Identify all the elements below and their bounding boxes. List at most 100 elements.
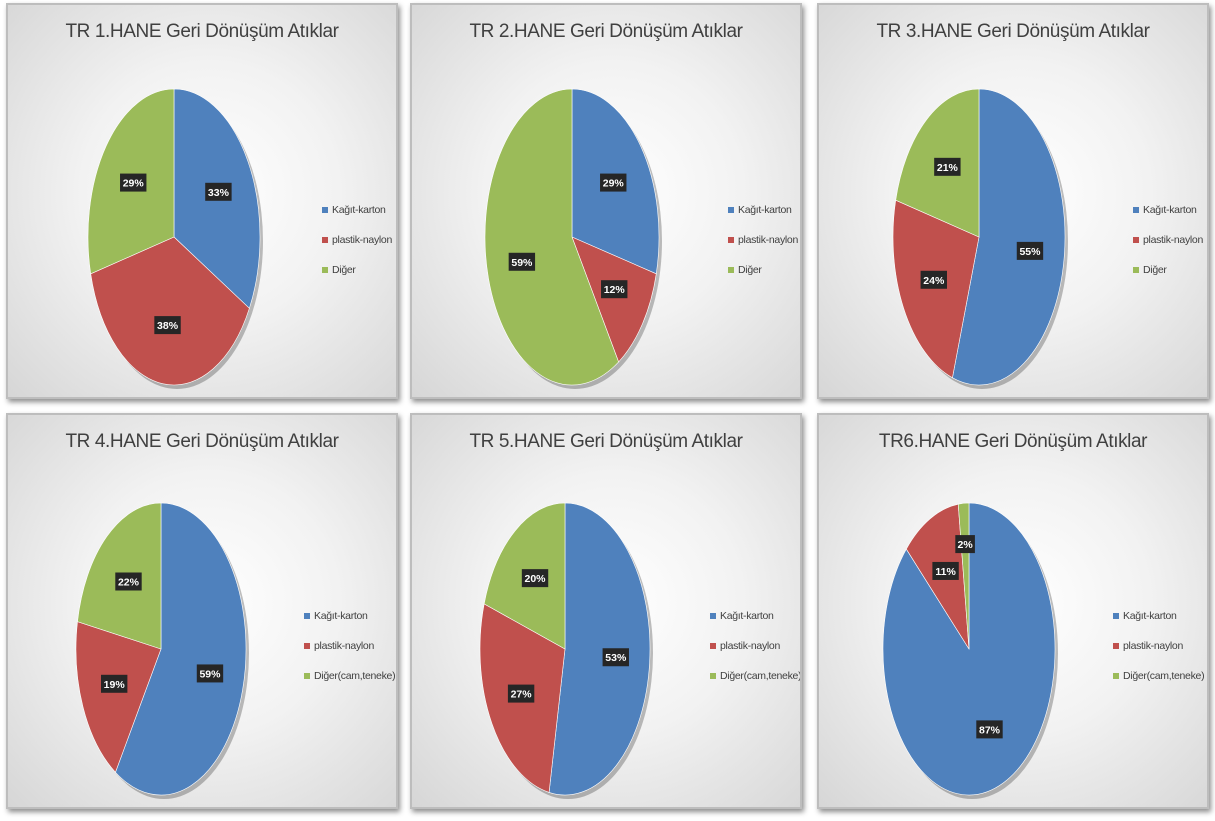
pie-slice-plastik-naylon bbox=[571, 236, 657, 363]
legend-swatch bbox=[304, 673, 310, 679]
chart-title-4: TR 4.HANE Geri Dönüşüm Atıklar bbox=[65, 431, 339, 452]
data-label-box bbox=[507, 684, 535, 703]
legend-item-diger: Diğer(cam,teneke) bbox=[710, 661, 802, 691]
legend-label: plastik-naylon bbox=[1123, 640, 1183, 652]
data-label-box bbox=[934, 157, 961, 176]
legend-label: plastik-naylon bbox=[1143, 234, 1203, 246]
data-label-box bbox=[601, 280, 628, 299]
data-label-box bbox=[196, 664, 224, 683]
legend-label: Kağıt-karton bbox=[738, 204, 792, 216]
legend-label: Diğer bbox=[332, 264, 356, 276]
data-label: 53% bbox=[605, 652, 627, 664]
chart-panel-5: 53% 27% 20% TR 5.HANE Geri Dönüşüm Atıklar… bbox=[410, 413, 802, 809]
legend-item-diger: Diğer bbox=[728, 255, 798, 285]
legend-item-diger: Diğer(cam,teneke) bbox=[304, 661, 396, 691]
pie-chart-6: 87% 11% 2% bbox=[882, 502, 1058, 799]
legend-label: Diğer bbox=[1143, 264, 1167, 276]
chart-panel-3: 55% 24% 21% TR 3.HANE Geri Dönüşüm Atıklar… bbox=[817, 3, 1209, 399]
pie-slice-diger bbox=[484, 88, 619, 386]
chart-title-1: TR 1.HANE Geri Dönüşüm Atıklar bbox=[65, 21, 339, 42]
legend-swatch bbox=[728, 207, 734, 213]
pie-slice-kagit-karton bbox=[115, 502, 247, 796]
data-label: 59% bbox=[199, 668, 221, 680]
data-label: 33% bbox=[208, 187, 230, 199]
data-label-box bbox=[932, 561, 959, 580]
chart-title-3: TR 3.HANE Geri Dönüşüm Atıklar bbox=[876, 21, 1150, 42]
legend-swatch bbox=[322, 267, 328, 273]
data-label-box bbox=[120, 173, 147, 192]
data-label-box bbox=[600, 173, 627, 192]
chart-panel-4: 59% 19% 22% TR 4.HANE Geri Dönüşüm Atıklar… bbox=[6, 413, 398, 809]
data-label-box bbox=[521, 569, 549, 588]
legend-swatch bbox=[710, 643, 716, 649]
data-label: 19% bbox=[104, 679, 126, 691]
pie-chart-3: 55% 24% 21% bbox=[892, 88, 1068, 389]
legend-item-plastik-naylon: plastik-naylon bbox=[710, 631, 800, 661]
data-label: 2% bbox=[958, 539, 974, 551]
chart-panel-2: 29% 12% 59% TR 2.HANE Geri Dönüşüm Atıklar… bbox=[410, 3, 802, 399]
legend-5: Kağıt-karton plastik-naylon Diğer(cam,te… bbox=[710, 601, 802, 691]
pie-slice-kagit-karton bbox=[952, 88, 1066, 386]
data-label-box bbox=[976, 720, 1003, 739]
legend-swatch bbox=[322, 207, 328, 213]
legend-swatch bbox=[1133, 267, 1139, 273]
legend-item-diger: Diğer bbox=[1133, 255, 1203, 285]
data-label-box bbox=[1016, 241, 1044, 260]
legend-swatch bbox=[710, 613, 716, 619]
legend-label: Diğer bbox=[738, 264, 762, 276]
legend-item-plastik-naylon: plastik-naylon bbox=[304, 631, 395, 661]
data-label-box bbox=[154, 316, 181, 335]
legend-swatch bbox=[1133, 237, 1139, 243]
legend-label: plastik-naylon bbox=[332, 234, 392, 246]
legend-label: Kağıt-karton bbox=[720, 610, 774, 622]
pie-chart-2: 29% 12% 59% bbox=[484, 88, 662, 389]
legend-2: Kağıt-karton plastik-naylon Diğer bbox=[728, 195, 798, 285]
data-label: 87% bbox=[979, 724, 1001, 736]
legend-label: Diğer(cam,teneke) bbox=[314, 670, 396, 682]
legend-label: Kağıt-karton bbox=[1143, 204, 1197, 216]
pie-slice-plastik-naylon bbox=[75, 621, 162, 773]
chart-title-6: TR6.HANE Geri Dönüşüm Atıklar bbox=[878, 431, 1148, 452]
legend-label: Kağıt-karton bbox=[332, 204, 386, 216]
legend-swatch bbox=[1113, 643, 1119, 649]
legend-label: plastik-naylon bbox=[314, 640, 374, 652]
pie-slice-plastik-naylon bbox=[90, 236, 250, 386]
legend-item-plastik-naylon: plastik-naylon bbox=[1133, 225, 1203, 255]
data-label-box bbox=[602, 648, 629, 667]
legend-item-plastik-naylon: plastik-naylon bbox=[728, 225, 798, 255]
legend-label: Diğer(cam,teneke) bbox=[720, 670, 802, 682]
chart-title-5: TR 5.HANE Geri Dönüşüm Atıklar bbox=[469, 431, 743, 452]
data-label-box bbox=[205, 182, 232, 201]
pie-slice-kagit-karton bbox=[548, 502, 651, 796]
pie-chart-4: 59% 19% 22% bbox=[75, 502, 249, 799]
legend-label: Diğer(cam,teneke) bbox=[1123, 670, 1205, 682]
data-label: 12% bbox=[604, 284, 626, 296]
data-label: 29% bbox=[123, 178, 145, 190]
legend-item-plastik-naylon: plastik-naylon bbox=[322, 225, 392, 255]
data-label: 27% bbox=[511, 689, 533, 701]
pie-slice-plastik-naylon bbox=[892, 199, 980, 379]
legend-label: plastik-naylon bbox=[720, 640, 780, 652]
legend-item-plastik-naylon: plastik-naylon bbox=[1113, 631, 1204, 661]
legend-4: Kağıt-karton plastik-naylon Diğer(cam,te… bbox=[304, 601, 396, 691]
legend-3: Kağıt-karton plastik-naylon Diğer bbox=[1133, 195, 1203, 285]
legend-1: Kağıt-karton plastik-naylon Diğer bbox=[322, 195, 392, 285]
legend-swatch bbox=[1113, 613, 1119, 619]
chart-title-2: TR 2.HANE Geri Dönüşüm Atıklar bbox=[469, 21, 743, 42]
chart-panel-6: 87% 11% 2% TR6.HANE Geri Dönüşüm Atıklar K… bbox=[817, 413, 1209, 809]
data-label: 21% bbox=[937, 162, 959, 174]
data-label: 20% bbox=[525, 573, 547, 585]
chart-panel-1: 33% 38% 29% TR 1.HANE Geri Dönüşüm Atıklar… bbox=[6, 3, 398, 399]
legend-swatch bbox=[304, 613, 310, 619]
legend-label: Kağıt-karton bbox=[1123, 610, 1177, 622]
data-label: 29% bbox=[603, 178, 625, 190]
data-label-box bbox=[955, 535, 975, 554]
legend-6: Kağıt-karton plastik-naylon Diğer(cam,te… bbox=[1113, 601, 1205, 691]
data-label: 38% bbox=[157, 320, 179, 332]
legend-item-kagit-karton: Kağıt-karton bbox=[304, 601, 395, 631]
legend-label: Kağıt-karton bbox=[314, 610, 368, 622]
data-label-box bbox=[100, 674, 128, 693]
data-label-box bbox=[920, 270, 947, 289]
legend-item-kagit-karton: Kağıt-karton bbox=[710, 601, 800, 631]
